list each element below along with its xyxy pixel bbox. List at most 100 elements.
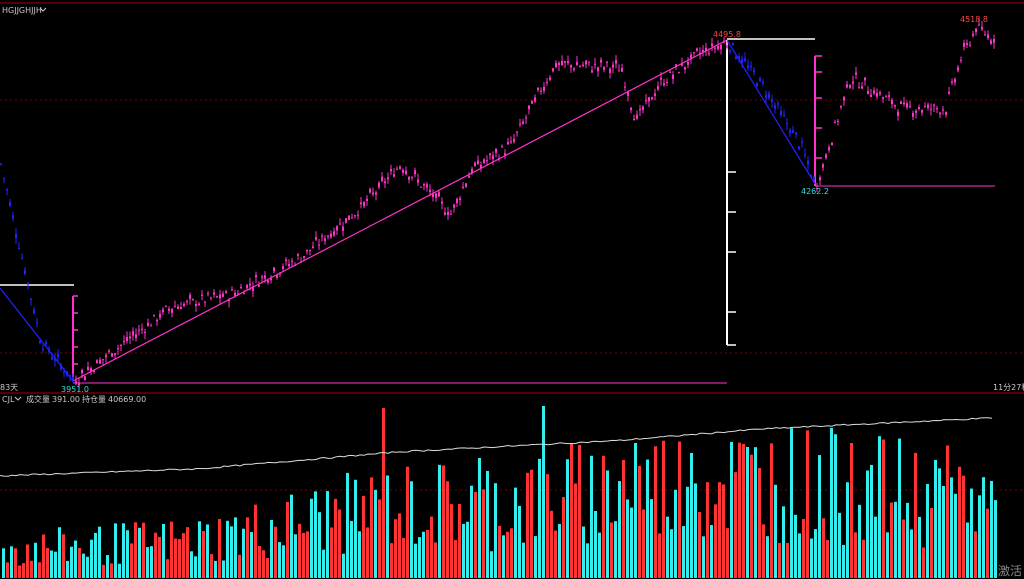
volume-bar	[178, 539, 181, 578]
volume-bar	[894, 501, 897, 578]
indicator-label[interactable]: CJL	[2, 395, 15, 404]
volume-bar	[834, 434, 837, 578]
candle-body	[417, 179, 419, 183]
candle-body	[393, 174, 395, 177]
candle-body	[183, 303, 185, 306]
candle-body	[309, 250, 311, 252]
candle-body	[174, 306, 176, 308]
volume-bar	[574, 483, 577, 578]
candle-body	[36, 322, 38, 324]
candle-body	[288, 264, 290, 267]
candle-body	[723, 40, 725, 43]
chevron-down-icon[interactable]	[14, 396, 22, 401]
volume-bar	[914, 452, 917, 578]
volume-bar	[874, 516, 877, 578]
volume-bar	[174, 538, 177, 578]
candle-body	[441, 201, 443, 204]
candle-body	[153, 314, 155, 316]
candle-body	[741, 59, 743, 63]
volume-bar	[426, 529, 429, 578]
volume-bar	[414, 543, 417, 578]
volume-bar	[38, 562, 41, 578]
candle-body	[426, 184, 428, 188]
volume-bar	[962, 475, 965, 578]
candle-body	[972, 33, 974, 36]
volume-bar	[66, 560, 69, 578]
candle-body	[306, 249, 308, 252]
volume-bar	[182, 533, 185, 578]
volume-bar	[214, 560, 217, 578]
candle-body	[975, 28, 977, 32]
volume-bar	[750, 454, 753, 578]
candle-body	[840, 105, 842, 108]
volume-bar	[230, 526, 233, 578]
volume-bar	[494, 483, 497, 578]
candle-body	[0, 163, 2, 165]
candle-body	[168, 308, 170, 311]
chevron-down-icon[interactable]	[39, 7, 47, 12]
candle-body	[399, 166, 401, 169]
candle-body	[156, 319, 158, 322]
volume-bar	[370, 477, 373, 578]
candle-body	[3, 177, 5, 179]
volume-bar	[6, 562, 9, 578]
candle-body	[519, 123, 521, 125]
candle-body	[210, 297, 212, 299]
candle-body	[600, 59, 602, 63]
volume-bar	[618, 481, 621, 578]
volume-bar	[78, 548, 81, 578]
candle-body	[273, 267, 275, 272]
candle-body	[912, 112, 914, 117]
candle-body	[870, 94, 872, 98]
candle-body	[159, 314, 161, 318]
candle-body	[780, 111, 782, 116]
symbol-label[interactable]: HGJJGHJJH	[2, 6, 42, 15]
candle-body	[354, 215, 356, 217]
volume-bar	[374, 489, 377, 578]
candle-body	[291, 260, 293, 262]
volume-bar	[258, 546, 261, 578]
volume-bar	[798, 533, 801, 578]
candle-body	[891, 100, 893, 105]
volume-value: 391.00	[52, 395, 80, 404]
candle-body	[642, 106, 644, 110]
candle-body	[708, 53, 710, 55]
volume-bar	[934, 459, 937, 578]
candle-body	[747, 65, 749, 68]
candle-body	[549, 77, 551, 80]
volume-bar	[250, 532, 253, 578]
volume-bar	[966, 522, 969, 578]
volume-bar	[686, 486, 689, 578]
candle-body	[756, 82, 758, 87]
volume-bar	[638, 465, 641, 578]
candle-body	[753, 69, 755, 73]
volume-bar	[882, 439, 885, 578]
volume-bar	[46, 548, 49, 578]
volume-bar	[338, 509, 341, 578]
volume-bar	[162, 523, 165, 578]
candle-body	[729, 50, 731, 52]
candle-body	[582, 64, 584, 67]
volume-bar	[86, 556, 89, 578]
trend-line[interactable]	[72, 39, 728, 382]
candle-body	[42, 348, 44, 350]
volume-bar	[282, 545, 285, 578]
candle-body	[237, 293, 239, 295]
candle-body	[645, 100, 647, 102]
candle-body	[360, 202, 362, 205]
volume-bar	[634, 443, 637, 578]
volume-bar	[530, 469, 533, 578]
candle-body	[171, 308, 173, 313]
volume-bar	[738, 442, 741, 578]
candle-body	[249, 283, 251, 286]
volume-bar	[362, 495, 365, 578]
high-annotation-right: 4518.8	[960, 15, 988, 24]
volume-bar	[170, 521, 173, 578]
candle-body	[315, 237, 317, 240]
volume-bar	[482, 489, 485, 578]
candle-body	[357, 214, 359, 216]
candle-body	[744, 58, 746, 62]
volume-bar	[878, 436, 881, 578]
candle-body	[435, 193, 437, 198]
volume-bar	[62, 534, 65, 578]
